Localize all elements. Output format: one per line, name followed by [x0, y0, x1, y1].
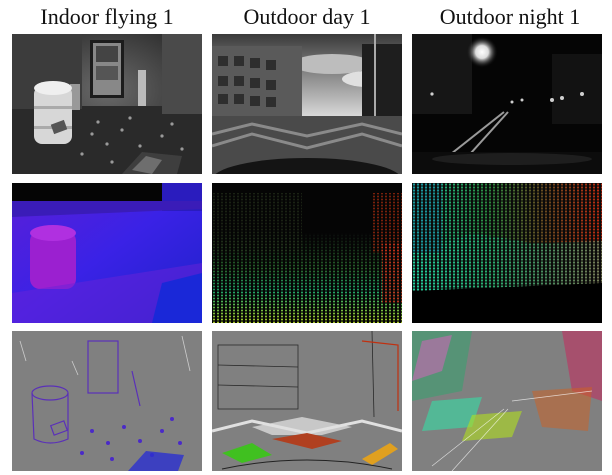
column-header-outdoor-night: Outdoor night 1	[439, 4, 581, 29]
panel-outdoor-night-events	[412, 331, 602, 471]
panel-indoor-depth	[12, 183, 202, 323]
panel-indoor-events	[12, 331, 202, 471]
column-header-outdoor-day: Outdoor day 1	[243, 4, 371, 29]
panel-outdoor-day-events	[212, 331, 402, 471]
panel-indoor-grayscale	[12, 34, 202, 174]
panel-outdoor-day-depth	[212, 183, 402, 323]
panel-outdoor-day-grayscale	[212, 34, 402, 174]
panel-outdoor-night-depth	[412, 183, 602, 323]
panel-outdoor-night-grayscale	[412, 34, 602, 174]
column-header-indoor-flying: Indoor flying 1	[40, 4, 174, 29]
